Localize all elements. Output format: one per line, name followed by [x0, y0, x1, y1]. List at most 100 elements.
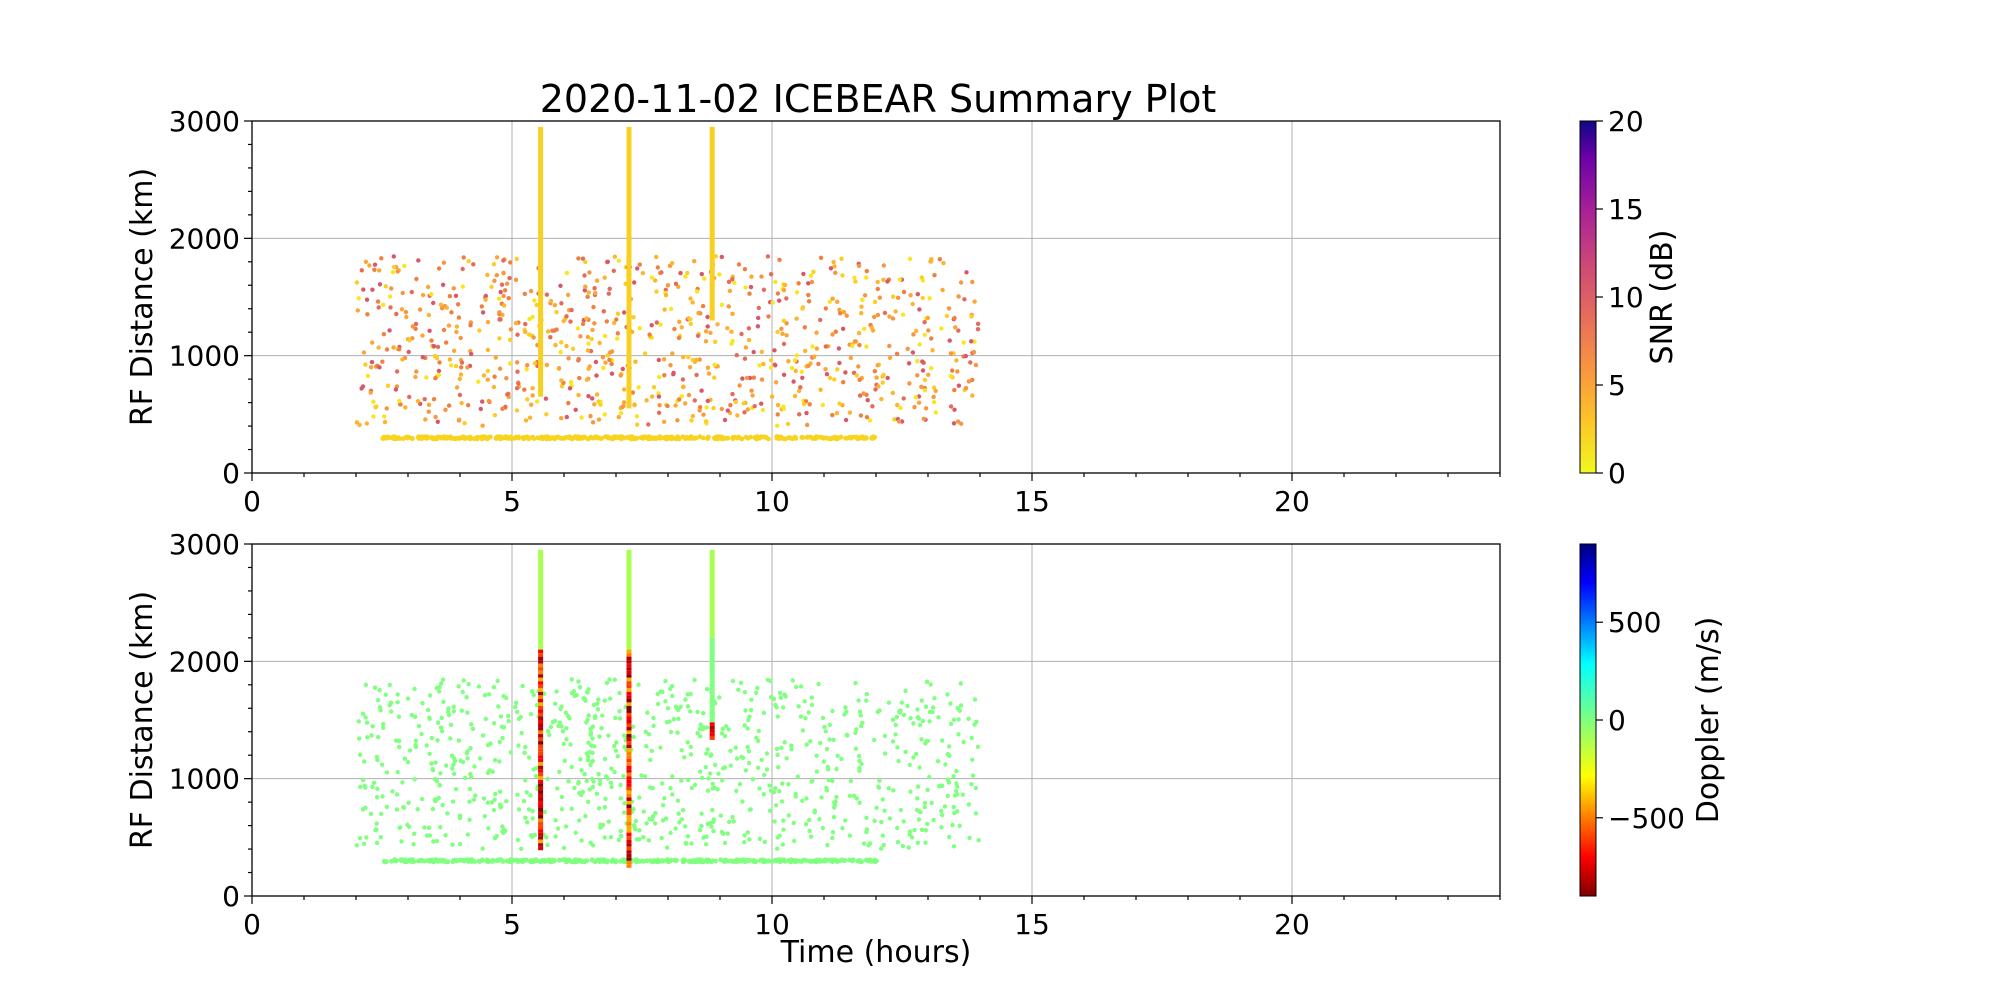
- scatter-point: [688, 317, 693, 322]
- scatter-point: [921, 416, 926, 421]
- scatter-point: [794, 684, 799, 690]
- snr-grid: [252, 121, 1500, 473]
- scatter-point: [879, 846, 884, 851]
- scatter-point: [357, 736, 362, 741]
- streak-segment: [538, 691, 544, 696]
- x-tick-label: 15: [1014, 908, 1050, 941]
- scatter-point: [700, 303, 706, 309]
- scatter-point: [688, 296, 693, 301]
- scatter-point: [742, 690, 748, 695]
- scatter-point: [606, 819, 611, 824]
- scatter-point: [665, 845, 670, 850]
- scatter-point: [773, 380, 779, 385]
- scatter-point: [614, 317, 619, 322]
- scatter-point: [887, 816, 893, 821]
- scatter-point: [529, 833, 534, 838]
- scatter-point: [746, 326, 752, 331]
- streak-segment: [626, 850, 632, 854]
- scatter-point: [893, 722, 898, 728]
- ground-scatter-point: [789, 436, 795, 442]
- scatter-point: [743, 708, 748, 713]
- scatter-point: [569, 806, 574, 811]
- scatter-point: [692, 259, 697, 264]
- scatter-point: [859, 761, 864, 767]
- scatter-point: [365, 735, 370, 740]
- scatter-point: [414, 369, 419, 374]
- scatter-point: [686, 392, 692, 398]
- scatter-point: [737, 782, 743, 787]
- scatter-point: [793, 794, 798, 799]
- scatter-point: [658, 745, 663, 750]
- scatter-point: [773, 363, 778, 368]
- scatter-point: [750, 777, 756, 782]
- scatter-point: [914, 751, 919, 757]
- scatter-point: [879, 819, 884, 825]
- scatter-point: [803, 822, 809, 827]
- scatter-point: [719, 254, 724, 260]
- streak-segment: [626, 660, 632, 664]
- ground-scatter-point: [648, 435, 654, 440]
- scatter-point: [577, 685, 583, 690]
- scatter-point: [689, 785, 694, 791]
- scatter-point: [835, 299, 840, 304]
- ground-scatter-point: [618, 859, 623, 864]
- scatter-point: [363, 715, 368, 720]
- scatter-point: [578, 334, 583, 339]
- scatter-point: [963, 353, 968, 359]
- scatter-point: [887, 314, 892, 319]
- scatter-point: [721, 831, 726, 836]
- scatter-point: [597, 340, 602, 346]
- scatter-point: [374, 821, 379, 826]
- scatter-point: [393, 387, 399, 392]
- scatter-point: [492, 278, 497, 283]
- scatter-point: [935, 759, 941, 764]
- scatter-point: [393, 738, 399, 743]
- scatter-point: [451, 709, 456, 714]
- scatter-point: [440, 802, 445, 808]
- scatter-point: [747, 291, 752, 296]
- streak-segment: [626, 793, 632, 798]
- scatter-point: [699, 823, 704, 829]
- scatter-point: [618, 796, 623, 801]
- scatter-point: [601, 365, 606, 371]
- scatter-point: [931, 394, 936, 400]
- scatter-point: [451, 286, 456, 291]
- streak-segment: [626, 860, 632, 865]
- ground-scatter-point: [817, 434, 822, 440]
- ground-scatter-point: [481, 434, 487, 440]
- scatter-point: [764, 751, 770, 756]
- scatter-point: [617, 709, 622, 714]
- scatter-point: [917, 722, 923, 728]
- streak-segment: [626, 804, 632, 808]
- scatter-point: [609, 784, 614, 790]
- scatter-point: [916, 817, 922, 822]
- scatter-point: [818, 317, 823, 323]
- scatter-point: [360, 711, 366, 716]
- scatter-point: [618, 782, 623, 788]
- scatter-point: [385, 383, 391, 388]
- scatter-point: [379, 762, 385, 767]
- scatter-point: [922, 804, 927, 810]
- scatter-point: [694, 357, 699, 363]
- scatter-point: [759, 349, 764, 355]
- ground-scatter-point: [751, 859, 757, 864]
- scatter-point: [791, 379, 796, 384]
- scatter-point: [920, 359, 925, 364]
- scatter-point: [525, 397, 530, 402]
- scatter-point: [530, 393, 535, 398]
- scatter-point: [590, 420, 596, 425]
- scatter-point: [500, 824, 505, 829]
- scatter-point: [469, 351, 474, 357]
- scatter-point: [713, 339, 718, 344]
- scatter-point: [663, 293, 669, 298]
- ground-scatter-point: [469, 857, 475, 862]
- scatter-point: [775, 329, 780, 335]
- scatter-point: [857, 709, 863, 714]
- scatter-point: [956, 717, 961, 722]
- scatter-point: [915, 292, 920, 297]
- scatter-point: [735, 413, 740, 418]
- scatter-point: [671, 717, 677, 722]
- scatter-point: [901, 819, 906, 824]
